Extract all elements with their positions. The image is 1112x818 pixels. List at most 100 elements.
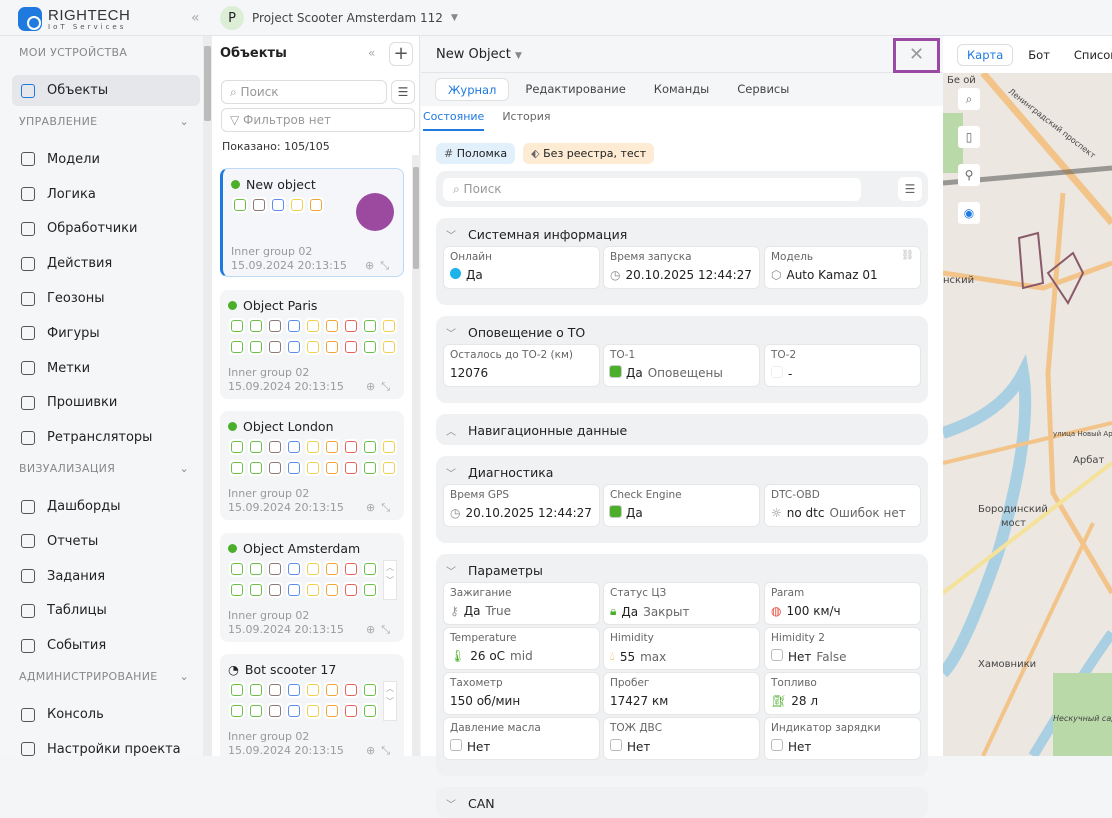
section-title: Параметры [468, 563, 543, 578]
search-settings-button[interactable]: ☰ [898, 177, 922, 201]
object-card[interactable]: Object London Inner group 02 15.09.2024 20… [220, 411, 404, 520]
object-card[interactable]: Object Amsterdam ︿ ﹀ Inner group 02 15.09.2… [220, 533, 404, 642]
project-selector[interactable]: P Project Scooter Amsterdam 112 ▼ [220, 6, 458, 30]
sidebar-section-18[interactable]: АДМИНИСТРИРОВАНИЕ ⌄ [19, 670, 189, 683]
close-button[interactable]: ✕ [893, 38, 940, 73]
filters-field[interactable]: ▽ Фильтров нет [221, 108, 415, 132]
param-value: 🌡︎ 26 оС mid [450, 649, 533, 663]
param-value-text: Да [626, 366, 643, 380]
subtab-0[interactable]: Состояние [423, 110, 485, 131]
section-header[interactable]: ︿ Навигационные данные [446, 423, 627, 438]
right-tab-1[interactable]: Бот [1028, 47, 1050, 62]
sidebar-item-3[interactable]: Модели [12, 144, 200, 175]
param-value: Нет [610, 739, 650, 754]
chevron-down-icon[interactable]: ⌄ [179, 114, 189, 128]
locate-icon[interactable]: ⊕ [365, 501, 382, 514]
sidebar-section-12[interactable]: ВИЗУАЛИЗАЦИЯ ⌄ [19, 462, 189, 475]
collapse-panel-icon[interactable]: « [368, 46, 376, 60]
right-tab-0[interactable]: Карта [957, 43, 1014, 66]
parameters-search-input[interactable]: ⌕ Поиск [443, 178, 861, 201]
collapse-icon[interactable]: ⤡ [381, 623, 396, 636]
tag-label[interactable]: ⬖ Без реестра, тест [523, 143, 655, 164]
param-value-text: no dtc [786, 506, 825, 520]
right-tab-2[interactable]: Список [1073, 47, 1112, 62]
sidebar-item-15[interactable]: Задания [12, 561, 200, 592]
indicator-square [381, 439, 397, 455]
indicator-scroll[interactable]: ︿ ﹀ [383, 560, 397, 600]
chevron-down-icon[interactable]: ⌄ [179, 462, 189, 475]
locate-icon[interactable]: ⊕ [365, 744, 382, 756]
locate-icon[interactable]: ⊕ [365, 380, 382, 393]
sidebar-item-label: Действия [47, 256, 113, 272]
object-card[interactable]: ◔ Bot scooter 17 ︿ ﹀ Inner group 02 15.09.20… [220, 654, 404, 756]
sidebar-item-13[interactable]: Дашборды [12, 491, 200, 522]
sidebar-item-7[interactable]: Геозоны [12, 283, 200, 314]
map-search-button[interactable]: ⌕ [958, 88, 980, 110]
indicator-scroll[interactable]: ︿ ﹀ [383, 681, 397, 721]
object-title-dropdown[interactable]: New Object ▼ [436, 47, 522, 62]
sidebar-item-20[interactable]: Настройки проекта [12, 734, 200, 765]
logo[interactable]: RIGHTECH IoT Services [18, 7, 130, 31]
section-header[interactable]: ﹀ Диагностика [446, 465, 553, 480]
section-header[interactable]: ﹀ Параметры [446, 563, 543, 578]
online-dot-icon [450, 268, 461, 282]
param-value-extra: mid [510, 649, 533, 663]
tab-0[interactable]: Журнал [435, 78, 510, 101]
sidebar-item-19[interactable]: Консоль [12, 699, 200, 730]
bulb-icon: ☼ [771, 506, 782, 520]
object-card[interactable]: Object Paris Inner group 02 15.09.2024 20:… [220, 290, 404, 399]
check-square-icon [609, 365, 622, 380]
sidebar-item-icon [21, 603, 35, 618]
locate-icon[interactable]: ⊕ [364, 259, 381, 272]
collapse-sidebar-icon[interactable]: « [191, 10, 200, 26]
sidebar-item-11[interactable]: Ретрансляторы [12, 422, 200, 453]
subtab-1[interactable]: История [502, 110, 551, 123]
param-value-text: 12076 [450, 366, 489, 380]
indicator-square [286, 460, 302, 476]
sidebar-item-1[interactable]: Объекты [12, 75, 200, 106]
filter-settings-button[interactable]: ☰ [391, 80, 415, 104]
link-icon[interactable]: ⛓ [901, 250, 914, 261]
tab-2[interactable]: Команды [653, 82, 710, 96]
sidebar-item-8[interactable]: Фигуры [12, 318, 200, 349]
add-object-button[interactable]: + [389, 42, 413, 66]
map[interactable]: ⌕ ▯ ⚲ ◉ Ленинградский проспект Бе ой нск… [943, 73, 1112, 756]
section-header[interactable]: ﹀ Оповещение о ТО [446, 325, 585, 340]
locate-icon[interactable]: ⊕ [365, 623, 382, 636]
fuel-icon: ⛽︎ [771, 694, 787, 708]
sidebar-item-14[interactable]: Отчеты [12, 526, 200, 557]
collapse-icon[interactable]: ⤡ [380, 259, 395, 272]
sidebar-item-16[interactable]: Таблицы [12, 595, 200, 626]
sidebar-section-2[interactable]: УПРАВЛЕНИЕ ⌄ [19, 115, 189, 128]
param-value: - [771, 366, 792, 381]
checkbox-icon [771, 649, 783, 664]
collapse-icon[interactable]: ⤡ [381, 380, 396, 393]
collapse-icon[interactable]: ⤡ [381, 501, 396, 514]
object-list-scrollbar[interactable] [412, 155, 420, 756]
param-value-extra: True [485, 604, 512, 618]
collapse-icon[interactable]: ⤡ [381, 744, 396, 756]
sidebar-item-10[interactable]: Прошивки [12, 387, 200, 418]
locate-button[interactable]: ◉ [958, 202, 980, 224]
chevron-down-icon[interactable]: ⌄ [179, 670, 189, 683]
param-value-text: 26 оС [470, 649, 506, 663]
sidebar-item-6[interactable]: Действия [12, 248, 200, 279]
sidebar-scrollbar[interactable] [203, 36, 212, 756]
tab-1[interactable]: Редактирование [525, 82, 626, 96]
sidebar-item-9[interactable]: Метки [12, 353, 200, 384]
sidebar-item-4[interactable]: Логика [12, 179, 200, 210]
tab-3[interactable]: Сервисы [737, 82, 790, 96]
map-layers-button[interactable]: ▯ [958, 126, 980, 148]
section-header[interactable]: ﹀ Системная информация [446, 227, 627, 242]
sidebar-item-5[interactable]: Обработчики [12, 213, 200, 244]
sidebar-item-icon [21, 638, 35, 653]
tag-breakdown[interactable]: # Поломка [436, 143, 516, 164]
section-header[interactable]: ﹀ CAN [446, 796, 495, 811]
indicator-square [362, 439, 378, 455]
objects-search-input[interactable]: ⌕ Поиск [221, 80, 387, 104]
object-card[interactable]: New object Inner group 02 15.09.2024 20:13… [220, 168, 404, 277]
close-icon: ✕ [908, 44, 925, 65]
indicator-square [286, 318, 302, 334]
sidebar-item-17[interactable]: События [12, 630, 200, 661]
map-pin-button[interactable]: ⚲ [958, 164, 980, 186]
